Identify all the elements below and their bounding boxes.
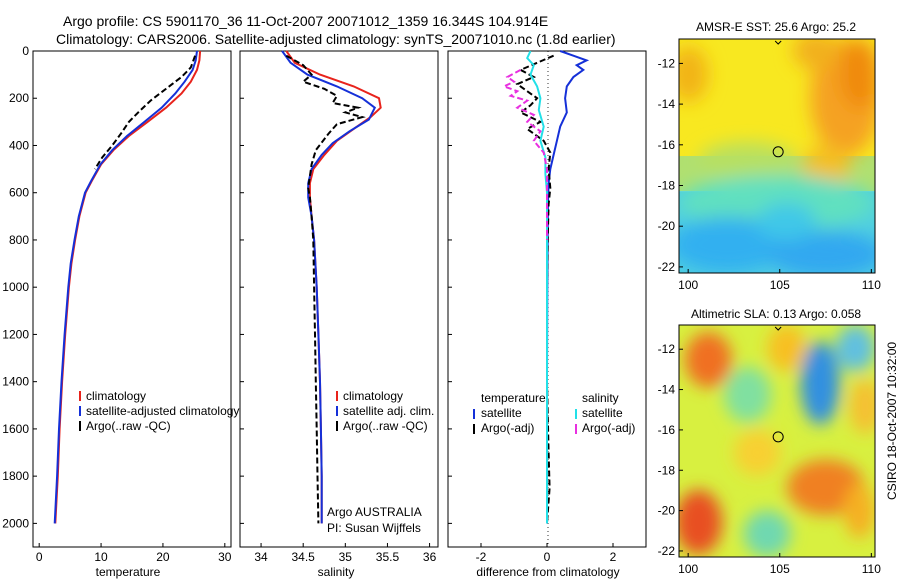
- temperature-xtick-label: 20: [156, 550, 170, 564]
- salinity-xtick-label: 35.5: [376, 550, 400, 564]
- sst-field: [679, 39, 875, 273]
- salinity-legend-label: Argo(..raw -QC): [343, 419, 428, 433]
- temperature-xtick-label: 0: [36, 550, 43, 564]
- salinity-xtick-label: 34.5: [292, 550, 316, 564]
- temperature-ytick-label: 2000: [2, 516, 29, 530]
- sla-frame: [678, 324, 876, 558]
- salinity-series-argo-raw-qc-: [285, 54, 366, 524]
- difference-series-temperature-satellite: [546, 50, 590, 524]
- temperature-ytick-label: 1600: [2, 422, 29, 436]
- salinity-xlabel: salinity: [318, 565, 355, 579]
- temperature-ytick-label: 1000: [2, 280, 29, 294]
- difference-legend-title-right: salinity: [582, 391, 619, 405]
- sst-frame: [678, 38, 876, 274]
- difference-legend-label: satellite: [481, 406, 522, 420]
- temperature-ytick-label: 200: [9, 91, 29, 105]
- sst-map-panel: AMSR-E SST: 25.6 Argo: 25.2 100 105 110 -12…: [658, 20, 882, 292]
- sst-ytick-label: -14: [658, 97, 676, 111]
- side-label: CSIRO 18-Oct-2007 10:32:00: [885, 342, 899, 500]
- difference-legend-label: Argo(-adj): [582, 421, 635, 435]
- temperature-ytick-label: 800: [9, 233, 29, 247]
- sla-ytick-label: -12: [658, 342, 676, 356]
- temperature-ytick-label: 1200: [2, 327, 29, 341]
- salinity-series-satellite-adj-clim-: [281, 50, 377, 524]
- temperature-ytick-label: 0: [22, 44, 29, 58]
- salinity-xtick-label: 35: [339, 550, 353, 564]
- temperature-xtick-label: 10: [94, 550, 108, 564]
- sst-xtick-label: 100: [678, 278, 698, 292]
- salinity-xtick-label: 36: [423, 550, 437, 564]
- sla-ytick-label: -14: [658, 383, 676, 397]
- difference-legend-title-left: temperature: [481, 391, 546, 405]
- difference-xtick-label: 2: [610, 550, 617, 564]
- sst-ytick-label: -16: [658, 138, 676, 152]
- sla-xtick-label: 105: [770, 562, 790, 576]
- difference-legend-label: Argo(-adj): [481, 421, 534, 435]
- sst-xtick-label: 105: [770, 278, 790, 292]
- temperature-ytick-label: 600: [9, 186, 29, 200]
- difference-xlabel: difference from climatology: [476, 565, 619, 579]
- title-line-2: Climatology: CARS2006. Satellite-adjuste…: [56, 31, 616, 47]
- temperature-ytick-label: 1400: [2, 375, 29, 389]
- temperature-ytick-label: 400: [9, 138, 29, 152]
- sla-argo-marker: [772, 431, 784, 443]
- sla-ytick-label: -18: [658, 463, 676, 477]
- difference-xtick-label: -2: [476, 550, 487, 564]
- temperature-xlabel: temperature: [96, 565, 161, 579]
- temperature-series-satellite-adjusted-climatology: [53, 50, 198, 524]
- sla-field: [679, 325, 875, 557]
- sla-ytick-label: -20: [658, 504, 676, 518]
- temperature-legend-label: satellite-adjusted climatology: [86, 404, 239, 418]
- sst-ytick-label: -12: [658, 56, 676, 70]
- sst-argo-marker: [772, 146, 784, 158]
- sla-map-panel: Altimetric SLA: 0.13 Argo: 0.058 100 105 1…: [658, 307, 882, 576]
- salinity-annotation-2: PI: Susan Wijffels: [327, 521, 421, 535]
- difference-series-salinity-satellite: [526, 50, 548, 524]
- sst-xtick-label: 110: [862, 278, 881, 292]
- difference-legend-label: satellite: [582, 406, 623, 420]
- temperature-legend-label: climatology: [86, 389, 146, 403]
- sst-title: AMSR-E SST: 25.6 Argo: 25.2: [696, 20, 856, 34]
- salinity-xtick-label: 34: [254, 550, 268, 564]
- temperature-series-climatology: [54, 50, 202, 524]
- sst-ytick-label: -20: [658, 219, 676, 233]
- sla-title: Altimetric SLA: 0.13 Argo: 0.058: [691, 307, 861, 321]
- temperature-series-argo-raw-qc-: [94, 55, 197, 170]
- temperature-panel: 0 10 20 30 0 200 400 600 800 1000 1200 1400 1600 1800…: [2, 44, 239, 579]
- sla-ytick-label: -22: [658, 544, 676, 558]
- salinity-annotation-1: Argo AUSTRALIA: [327, 505, 422, 519]
- salinity-legend-label: satellite adj. clim.: [343, 404, 434, 418]
- temperature-legend-label: Argo(..raw -QC): [86, 419, 171, 433]
- salinity-legend-label: climatology: [343, 389, 403, 403]
- temperature-ytick-label: 1800: [2, 469, 29, 483]
- sst-ytick-label: -22: [658, 260, 676, 274]
- difference-series-salinity-argo-adj-: [501, 69, 548, 240]
- sla-xtick-label: 100: [678, 562, 698, 576]
- title-line-1: Argo profile: CS 5901170_36 11-Oct-2007 …: [63, 13, 549, 29]
- sla-ytick-label: -16: [658, 423, 676, 437]
- difference-xtick-label: 0: [544, 550, 551, 564]
- sst-ytick-label: -18: [658, 179, 676, 193]
- temperature-xtick-label: 30: [218, 550, 232, 564]
- difference-series-temperature-argo-adj-: [515, 54, 554, 524]
- sla-xtick-label: 110: [862, 562, 881, 576]
